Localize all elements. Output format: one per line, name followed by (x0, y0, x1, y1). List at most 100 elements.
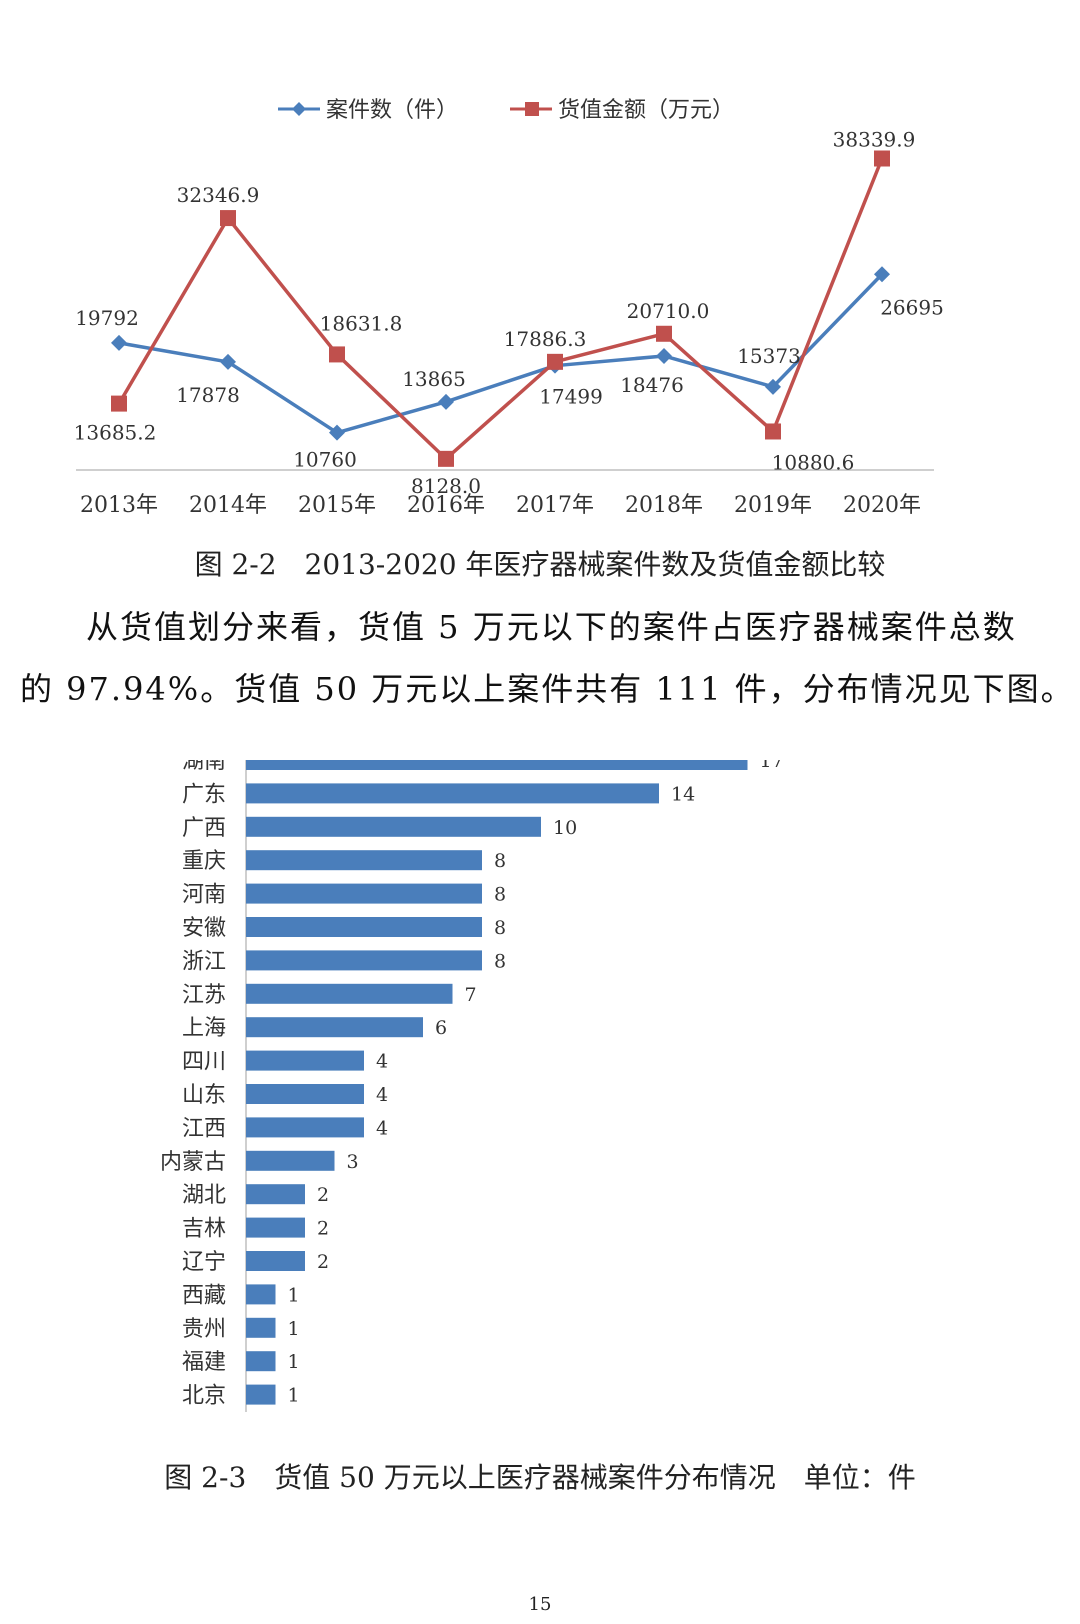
y-tick-label: 上海 (182, 1016, 226, 1041)
figure-2-2-caption: 图 2-2 2013-2020 年医疗器械案件数及货值金额比较 (194, 548, 886, 581)
bar-value-label: 1 (288, 1318, 300, 1340)
x-tick-label: 2017年 (516, 493, 594, 518)
bar (246, 1184, 305, 1205)
y-tick-label: 山东 (182, 1083, 226, 1108)
series-line-1 (117, 157, 884, 461)
paragraph-line-2: 的 97.94%。货值 50 万元以上案件共有 111 件，分布情况见下图。 (20, 670, 1075, 708)
data-point-count (329, 424, 345, 441)
bar (246, 1084, 364, 1104)
bar (246, 783, 659, 804)
paragraph-line-1: 从货值划分来看，货值 5 万元以下的案件占医疗器械案件总数 (86, 608, 1017, 646)
bar-value-label: 10 (553, 817, 577, 839)
x-tick-label: 2020年 (843, 493, 921, 518)
y-tick-label: 吉林 (182, 1217, 226, 1242)
data-point-count (220, 353, 236, 370)
legend-label-1: 货值金额（万元） (558, 98, 734, 123)
y-tick-label: 重庆 (182, 849, 226, 874)
data-label: 17499 (539, 385, 603, 409)
data-label: 15373 (737, 344, 801, 368)
data-point-value (547, 353, 563, 370)
y-tick-label: 贵州 (182, 1317, 226, 1342)
bar-value-label: 3 (347, 1151, 359, 1173)
bar-value-label: 14 (671, 783, 695, 805)
bar (246, 816, 541, 837)
y-tick-label: 湖南 (182, 760, 226, 774)
y-tick-label: 四川 (182, 1050, 226, 1075)
bar-value-label: 4 (376, 1084, 388, 1106)
data-point-count (656, 347, 672, 364)
data-point-count (765, 378, 781, 395)
y-tick-label: 广西 (182, 816, 226, 841)
bar (246, 1384, 276, 1405)
data-label: 13685.2 (74, 421, 157, 445)
data-label: 38339.9 (833, 128, 916, 152)
y-tick-label: 湖北 (182, 1183, 226, 1208)
y-tick-label: 江苏 (182, 983, 226, 1008)
y-tick-label: 西藏 (182, 1283, 226, 1308)
bar-value-label: 8 (494, 850, 506, 872)
data-point-value (329, 346, 345, 363)
y-tick-label: 辽宁 (182, 1250, 226, 1275)
line-chart: 案件数（件） 货值金额（万元） 2013年 2014年 2015年 2016年 2017年 2… (74, 98, 944, 518)
bar (246, 1284, 276, 1305)
data-point-value (438, 450, 454, 467)
bar (246, 1317, 276, 1338)
x-tick-label: 2014年 (189, 493, 267, 518)
x-tick-label: 2019年 (734, 493, 812, 518)
bar (246, 1050, 364, 1071)
y-tick-label: 河南 (182, 883, 226, 908)
bar-value-label: 6 (435, 1017, 447, 1039)
bar (246, 1117, 364, 1138)
legend-marker-1 (525, 102, 539, 116)
bar (246, 1150, 335, 1171)
data-point-value (220, 210, 236, 227)
data-label: 18631.8 (320, 311, 403, 335)
bar (246, 850, 482, 871)
bar (246, 1251, 305, 1271)
data-label: 10760 (293, 448, 357, 472)
bar-chart: 湖南 17 广东 14 广西 10 重庆 8 河南 8 安徽 8 浙江 8 江苏 7 上海 6 四川 4 山东 4 江西 4 内… (160, 760, 784, 1412)
legend-marker-0 (292, 102, 306, 116)
series-line-0 (118, 273, 884, 435)
data-label: 10880.6 (772, 450, 855, 474)
bar (246, 1017, 423, 1038)
data-point-count (438, 393, 454, 410)
bar-value-label: 4 (376, 1117, 388, 1139)
data-label: 17878 (176, 383, 240, 407)
bar-value-label: 2 (317, 1251, 329, 1273)
bar-value-label: 4 (376, 1051, 388, 1073)
data-label: 8128.0 (411, 474, 481, 498)
data-label: 13865 (402, 367, 466, 391)
bar (246, 917, 482, 937)
bar-value-label: 2 (317, 1184, 329, 1206)
bar-value-label: 2 (317, 1218, 329, 1240)
x-tick-label: 2013年 (80, 493, 158, 518)
y-tick-label: 内蒙古 (160, 1150, 226, 1175)
bar-value-label: 1 (288, 1351, 300, 1373)
data-label: 19792 (75, 306, 139, 330)
bar-value-label: 17 (760, 760, 784, 772)
x-tick-label: 2015年 (298, 493, 376, 518)
figure-2-3-caption: 图 2-3 货值 50 万元以上医疗器械案件分布情况 单位：件 (164, 1461, 916, 1494)
data-label: 20710.0 (627, 299, 710, 323)
bar-value-label: 7 (465, 984, 477, 1006)
bar-value-label: 8 (494, 884, 506, 906)
bar (246, 883, 482, 904)
data-label: 32346.9 (177, 183, 260, 207)
y-tick-label: 浙江 (182, 949, 226, 974)
y-tick-label: 广东 (182, 782, 226, 807)
data-point-value (656, 325, 672, 342)
bar-value-label: 8 (494, 950, 506, 972)
data-point-count (111, 334, 127, 351)
data-point-value (874, 150, 890, 167)
legend-label-0: 案件数（件） (326, 98, 458, 123)
bar-value-label: 1 (288, 1385, 300, 1407)
bar-value-label: 1 (288, 1284, 300, 1306)
bar-value-label: 8 (494, 917, 506, 939)
data-label: 18476 (620, 373, 684, 397)
data-label: 17886.3 (504, 327, 587, 351)
x-tick-label: 2016年 (407, 493, 485, 518)
data-point-value (765, 423, 781, 440)
bar (246, 950, 482, 971)
bar (246, 1351, 276, 1372)
